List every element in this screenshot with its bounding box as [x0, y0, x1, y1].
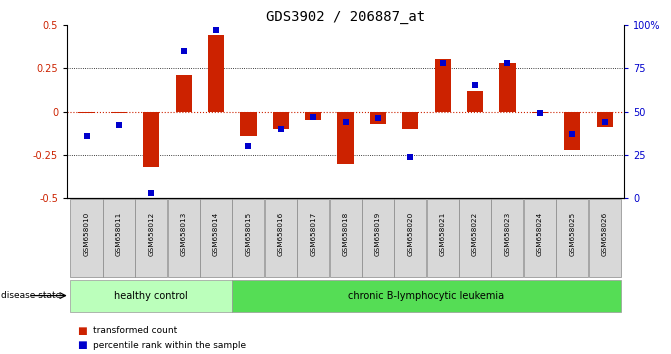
Bar	[240, 112, 256, 136]
Bar	[232, 199, 264, 277]
Text: GSM658020: GSM658020	[407, 212, 413, 256]
Bar	[564, 112, 580, 150]
Bar	[531, 112, 548, 113]
Text: ■: ■	[77, 326, 87, 336]
Bar	[272, 112, 289, 129]
Bar	[305, 112, 321, 120]
Bar	[402, 112, 419, 129]
Bar	[524, 199, 556, 277]
Bar	[491, 199, 523, 277]
Bar	[427, 199, 459, 277]
Bar	[459, 199, 491, 277]
Text: GSM658014: GSM658014	[213, 212, 219, 256]
Bar	[297, 199, 329, 277]
Bar	[467, 91, 483, 112]
Bar	[370, 112, 386, 124]
Bar	[338, 112, 354, 164]
Text: GSM658015: GSM658015	[246, 212, 252, 256]
Text: GSM658024: GSM658024	[537, 212, 543, 256]
Text: GSM658016: GSM658016	[278, 212, 284, 256]
Bar	[176, 75, 192, 112]
Bar	[103, 199, 135, 277]
Bar	[208, 35, 224, 112]
Bar	[435, 59, 451, 112]
Text: GSM658013: GSM658013	[180, 212, 187, 256]
Text: chronic B-lymphocytic leukemia: chronic B-lymphocytic leukemia	[348, 291, 505, 301]
Bar	[143, 112, 160, 167]
Bar	[232, 280, 621, 312]
Bar	[329, 199, 362, 277]
Text: disease state: disease state	[1, 291, 61, 300]
Text: GSM658011: GSM658011	[116, 212, 122, 256]
Bar	[70, 280, 232, 312]
Bar	[70, 199, 103, 277]
Bar	[588, 199, 621, 277]
Text: GSM658018: GSM658018	[343, 212, 348, 256]
Text: GSM658012: GSM658012	[148, 212, 154, 256]
Text: GSM658026: GSM658026	[602, 212, 608, 256]
Bar	[168, 199, 200, 277]
Text: transformed count: transformed count	[93, 326, 177, 336]
Bar	[556, 199, 588, 277]
Text: GSM658022: GSM658022	[472, 212, 478, 256]
Bar	[79, 112, 95, 113]
Text: healthy control: healthy control	[115, 291, 188, 301]
Bar	[136, 199, 167, 277]
Bar	[597, 112, 613, 127]
Text: GSM658019: GSM658019	[375, 212, 381, 256]
Bar	[200, 199, 232, 277]
Bar	[499, 63, 515, 112]
Text: percentile rank within the sample: percentile rank within the sample	[93, 341, 246, 350]
Text: GSM658017: GSM658017	[310, 212, 316, 256]
Bar	[362, 199, 394, 277]
Bar	[111, 112, 127, 113]
Bar	[395, 199, 426, 277]
Bar	[265, 199, 297, 277]
Text: GSM658010: GSM658010	[83, 212, 89, 256]
Text: GSM658025: GSM658025	[569, 212, 575, 256]
Title: GDS3902 / 206887_at: GDS3902 / 206887_at	[266, 10, 425, 24]
Text: ■: ■	[77, 340, 87, 350]
Text: GSM658023: GSM658023	[505, 212, 511, 256]
Text: GSM658021: GSM658021	[440, 212, 446, 256]
